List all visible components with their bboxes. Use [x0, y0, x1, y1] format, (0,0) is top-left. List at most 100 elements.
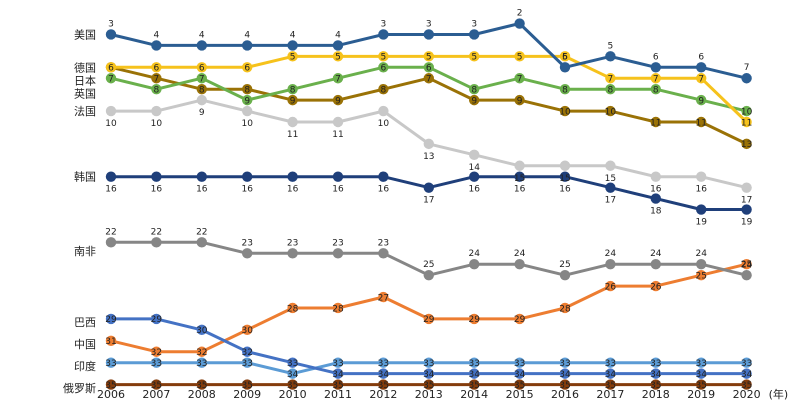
data-label: 35 [514, 381, 525, 391]
data-label: 17 [423, 196, 434, 206]
data-label: 33 [559, 359, 570, 369]
data-label: 5 [517, 53, 523, 63]
series-name-label: 南非 [74, 245, 96, 258]
data-label: 11 [332, 130, 343, 140]
data-label: 31 [105, 337, 116, 347]
data-label: 8 [154, 85, 160, 95]
data-label: 8 [244, 85, 250, 95]
data-label: 16 [514, 185, 526, 195]
data-point [741, 105, 752, 117]
data-point [196, 62, 207, 73]
data-label: 23 [287, 238, 298, 248]
data-label: 7 [108, 75, 114, 85]
data-label: 4 [199, 30, 205, 40]
data-point [242, 62, 253, 73]
x-tick-label: 2008 [188, 388, 216, 401]
data-point [559, 379, 571, 390]
data-label: 6 [154, 64, 160, 74]
data-label: 13 [741, 140, 752, 150]
series-name-label: 中国 [74, 338, 96, 351]
data-point [105, 171, 117, 182]
data-label: 34 [287, 370, 299, 380]
data-point [151, 237, 162, 248]
data-label: 25 [423, 260, 434, 270]
data-point [105, 357, 117, 368]
data-point [151, 62, 162, 73]
data-point [287, 248, 298, 259]
data-point [378, 368, 389, 379]
series-name-label: 英国 [74, 87, 96, 101]
data-point [559, 160, 571, 171]
data-point [332, 368, 344, 379]
data-point [287, 368, 298, 379]
x-tick-label: 2019 [687, 388, 715, 401]
data-label: 34 [650, 370, 662, 380]
data-label: 24 [741, 261, 753, 271]
data-point [332, 40, 344, 51]
data-label: 32 [196, 348, 207, 358]
series-name-label: 德国 [74, 60, 96, 74]
data-label: 34 [741, 370, 753, 380]
data-point [514, 171, 525, 182]
data-point [559, 62, 571, 73]
data-point [242, 83, 253, 95]
data-label: 11 [741, 118, 752, 128]
data-label: 7 [426, 75, 432, 85]
data-label: 33 [378, 359, 389, 369]
data-label: 34 [514, 370, 526, 380]
data-label: 35 [378, 381, 389, 391]
data-point [151, 83, 162, 95]
data-point [378, 51, 389, 62]
data-point [378, 357, 389, 368]
data-point [423, 62, 434, 73]
data-point [650, 357, 661, 368]
data-label: 6 [108, 64, 114, 74]
data-label: 9 [290, 96, 296, 106]
data-point [105, 73, 117, 84]
data-label: 35 [650, 381, 661, 391]
data-label: 34 [423, 370, 435, 380]
data-point [650, 368, 661, 379]
data-label: 8 [290, 85, 296, 95]
data-point [196, 94, 207, 106]
data-point [332, 248, 344, 259]
x-tick-label: 2014 [460, 388, 488, 401]
data-point [741, 204, 752, 215]
data-point [378, 62, 389, 73]
data-label: 24 [650, 249, 662, 259]
data-point [469, 379, 480, 390]
data-label: 33 [151, 359, 162, 369]
data-label: 35 [287, 381, 298, 391]
data-label: 35 [423, 381, 434, 391]
data-label: 29 [151, 315, 163, 325]
series-name-label: 美国 [74, 28, 96, 41]
data-point [514, 357, 525, 368]
data-label: 3 [426, 19, 432, 29]
series-英国: 67889987991010111113 [105, 62, 752, 150]
data-label: 8 [653, 85, 659, 95]
data-label: 11 [650, 118, 661, 128]
data-label: 15 [605, 174, 616, 184]
series-name-label: 韩国 [74, 170, 96, 184]
data-point [423, 379, 434, 390]
data-point [423, 29, 434, 40]
data-label: 8 [562, 85, 568, 95]
data-label: 26 [650, 282, 662, 292]
data-point [242, 346, 253, 357]
data-point [332, 94, 344, 106]
data-label: 7 [744, 63, 750, 73]
data-point [741, 73, 752, 84]
data-label: 33 [287, 359, 298, 369]
data-point [469, 94, 480, 106]
data-label: 33 [105, 359, 116, 369]
data-point [650, 280, 661, 292]
series-name-label: 日本 [74, 73, 96, 87]
data-point [105, 313, 117, 325]
data-point [423, 51, 434, 62]
data-label: 10 [241, 119, 253, 129]
data-label: 17 [605, 196, 616, 206]
data-label: 10 [559, 107, 571, 117]
data-label: 3 [471, 19, 477, 29]
data-point [196, 40, 207, 51]
